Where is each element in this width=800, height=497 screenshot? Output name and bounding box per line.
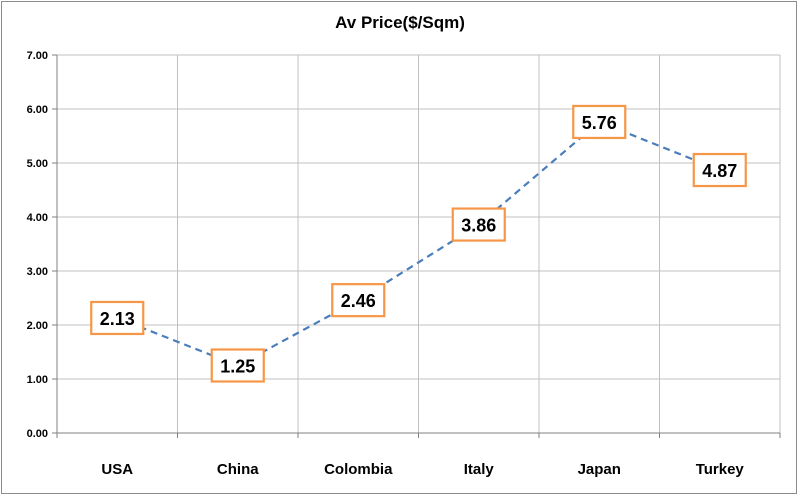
x-tick-label: Italy bbox=[464, 461, 495, 478]
x-tick-label: Turkey bbox=[696, 461, 745, 478]
data-label-box bbox=[451, 207, 506, 242]
data-label: 2.46 bbox=[331, 283, 386, 318]
data-label-box bbox=[692, 152, 747, 188]
y-tick-label: 6.00 bbox=[27, 104, 48, 116]
x-tick-label: Colombia bbox=[324, 461, 393, 478]
x-tick-label: Japan bbox=[578, 461, 621, 478]
data-labels: 2.13 1.25 2.46 3.86 5.76 4.87 bbox=[90, 104, 747, 383]
x-tick-label: USA bbox=[101, 461, 133, 478]
y-tick-label: 2.00 bbox=[27, 320, 48, 332]
chart-title: Av Price($/Sqm) bbox=[335, 13, 465, 32]
y-tick-label: 4.00 bbox=[27, 212, 48, 224]
data-label-text: 2.46 bbox=[341, 291, 376, 311]
data-label: 3.86 bbox=[451, 207, 506, 242]
y-tick-label: 1.00 bbox=[27, 374, 48, 386]
data-label-text: 2.13 bbox=[100, 309, 135, 329]
data-label-text: 1.25 bbox=[220, 357, 255, 377]
y-tick-label: 3.00 bbox=[27, 266, 48, 278]
data-label-box bbox=[210, 348, 265, 383]
y-axis-ticks: 0.00 1.00 2.00 3.00 4.00 5.00 6.00 7.00 bbox=[27, 50, 48, 440]
data-label: 5.76 bbox=[572, 104, 627, 140]
data-label: 2.13 bbox=[90, 300, 145, 336]
data-label: 4.87 bbox=[692, 152, 747, 188]
data-label-text: 5.76 bbox=[582, 113, 617, 133]
y-tick-label: 5.00 bbox=[27, 158, 48, 170]
data-label-text: 3.86 bbox=[461, 216, 496, 236]
x-axis-ticks: USA China Colombia Italy Japan Turkey bbox=[101, 461, 744, 478]
data-label-text: 4.87 bbox=[702, 161, 737, 181]
data-label: 1.25 bbox=[210, 348, 265, 383]
y-tick-label: 7.00 bbox=[27, 50, 48, 62]
axes bbox=[52, 54, 781, 438]
gridlines bbox=[57, 54, 781, 433]
data-label-box bbox=[331, 283, 386, 318]
x-tick-label: China bbox=[217, 461, 259, 478]
data-label-box bbox=[90, 300, 145, 336]
y-tick-label: 0.00 bbox=[27, 428, 48, 440]
data-label-box bbox=[572, 104, 627, 140]
